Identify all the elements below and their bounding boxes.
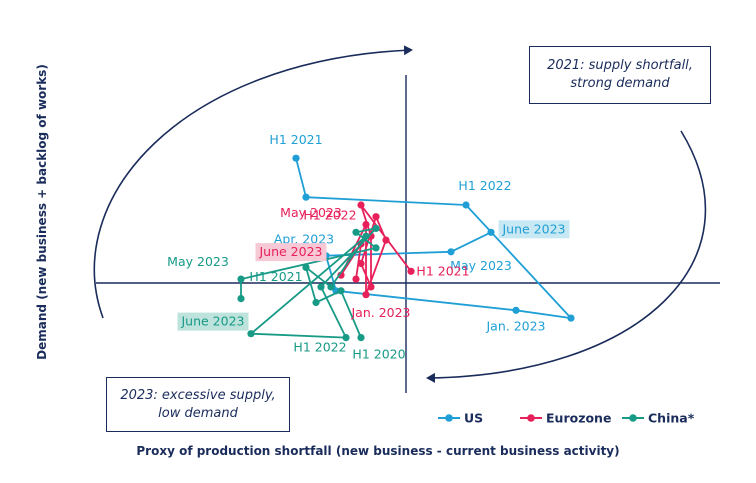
data-point-eurozone xyxy=(352,275,360,283)
data-point-us xyxy=(302,193,310,201)
legend-label: China* xyxy=(648,411,695,426)
point-label-us: June 2023 xyxy=(501,221,565,236)
cycle-arrow-top xyxy=(93,45,413,319)
data-point-china xyxy=(237,295,245,303)
data-point-eurozone xyxy=(337,271,345,279)
data-point-china xyxy=(302,263,310,271)
label-highlight-eurozone xyxy=(255,243,327,262)
point-label-china: H1 2021 xyxy=(249,269,302,284)
point-label-eurozone: H1 2021 xyxy=(416,263,469,278)
legend-item-eurozone: Eurozone xyxy=(520,411,611,426)
data-point-china xyxy=(312,298,320,307)
data-point-china xyxy=(352,228,360,236)
point-label-china: H1 2020 xyxy=(352,347,405,362)
series-line-china xyxy=(240,227,377,339)
point-label-us: H1 2022 xyxy=(458,178,511,193)
y-axis-title: Demand (new business + backlog of works) xyxy=(35,64,49,360)
data-point-us xyxy=(512,306,520,314)
series-us xyxy=(292,154,575,322)
data-point-china xyxy=(342,334,350,342)
data-point-china xyxy=(317,283,325,291)
legend-marker xyxy=(445,414,453,422)
data-point-china xyxy=(337,287,345,295)
data-point-eurozone xyxy=(357,201,365,209)
quadrant-note-bottom-left: 2023: excessive supply, low demand xyxy=(106,377,290,432)
point-label-us: Apr. 2023 xyxy=(274,232,334,247)
series-china xyxy=(237,224,380,342)
quadrant-note-top-right-line-1: 2021: supply shortfall, xyxy=(547,58,693,73)
series-line-eurozone xyxy=(340,204,412,296)
point-label-eurozone: Jan. 2023 xyxy=(350,305,410,320)
point-label-us: H1 2021 xyxy=(269,132,322,147)
point-label-china: H1 2022 xyxy=(293,340,346,355)
data-point-us xyxy=(487,228,495,236)
data-point-china xyxy=(357,334,365,342)
data-point-eurozone xyxy=(372,213,380,221)
data-point-us xyxy=(567,314,575,322)
x-axis-title: Proxy of production shortfall (new busin… xyxy=(136,444,619,458)
data-point-eurozone xyxy=(357,259,365,268)
data-point-eurozone xyxy=(382,236,390,244)
data-point-us xyxy=(462,201,470,209)
data-point-us xyxy=(447,248,455,256)
point-label-us: Jan. 2023 xyxy=(485,318,545,333)
point-label-china: June 2023 xyxy=(180,314,244,329)
quadrant-note-bottom-left-line-1: 2023: excessive supply, xyxy=(120,387,276,403)
data-point-china xyxy=(327,283,335,291)
data-point-china xyxy=(247,330,255,338)
cycle-arrow-bottom xyxy=(426,130,707,383)
legend-label: Eurozone xyxy=(546,411,611,426)
label-highlight-us xyxy=(498,220,570,239)
legend-item-china: China* xyxy=(622,411,695,426)
data-point-eurozone xyxy=(367,283,375,291)
quadrant-note-top-right: 2021: supply shortfall, strong demand xyxy=(529,46,711,104)
point-label-eurozone: May 2023 xyxy=(280,205,342,220)
point-label-eurozone: H1 2022 xyxy=(303,208,356,223)
data-point-china xyxy=(237,275,245,283)
label-highlight-china xyxy=(177,312,249,331)
data-point-china xyxy=(372,224,380,232)
data-point-china xyxy=(362,232,370,240)
point-label-china: May 2023 xyxy=(167,254,229,269)
data-point-eurozone xyxy=(407,267,415,275)
data-point-eurozone xyxy=(362,220,370,229)
data-point-us xyxy=(292,154,300,162)
quadrant-note-bottom-left-line-2: low demand xyxy=(158,405,238,421)
legend-label: US xyxy=(464,411,483,426)
series-eurozone xyxy=(337,201,415,299)
legend-marker xyxy=(527,414,535,422)
point-label-eurozone: June 2023 xyxy=(258,244,322,259)
data-point-eurozone xyxy=(362,291,370,299)
legend-marker xyxy=(629,414,637,422)
legend-item-us: US xyxy=(438,411,483,426)
data-point-china xyxy=(372,244,380,252)
quadrant-note-top-right-line-2: strong demand xyxy=(570,76,670,91)
point-label-us: May 2023 xyxy=(450,258,512,273)
